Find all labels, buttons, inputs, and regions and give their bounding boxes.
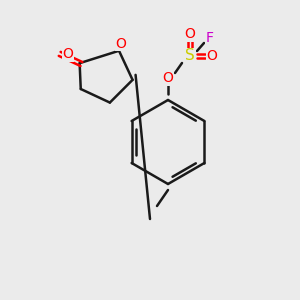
Text: O: O	[163, 71, 173, 85]
Text: S: S	[185, 49, 195, 64]
Text: O: O	[184, 27, 195, 41]
Text: F: F	[206, 31, 214, 45]
Text: O: O	[62, 47, 73, 61]
Text: O: O	[207, 49, 218, 63]
Text: O: O	[116, 37, 126, 51]
